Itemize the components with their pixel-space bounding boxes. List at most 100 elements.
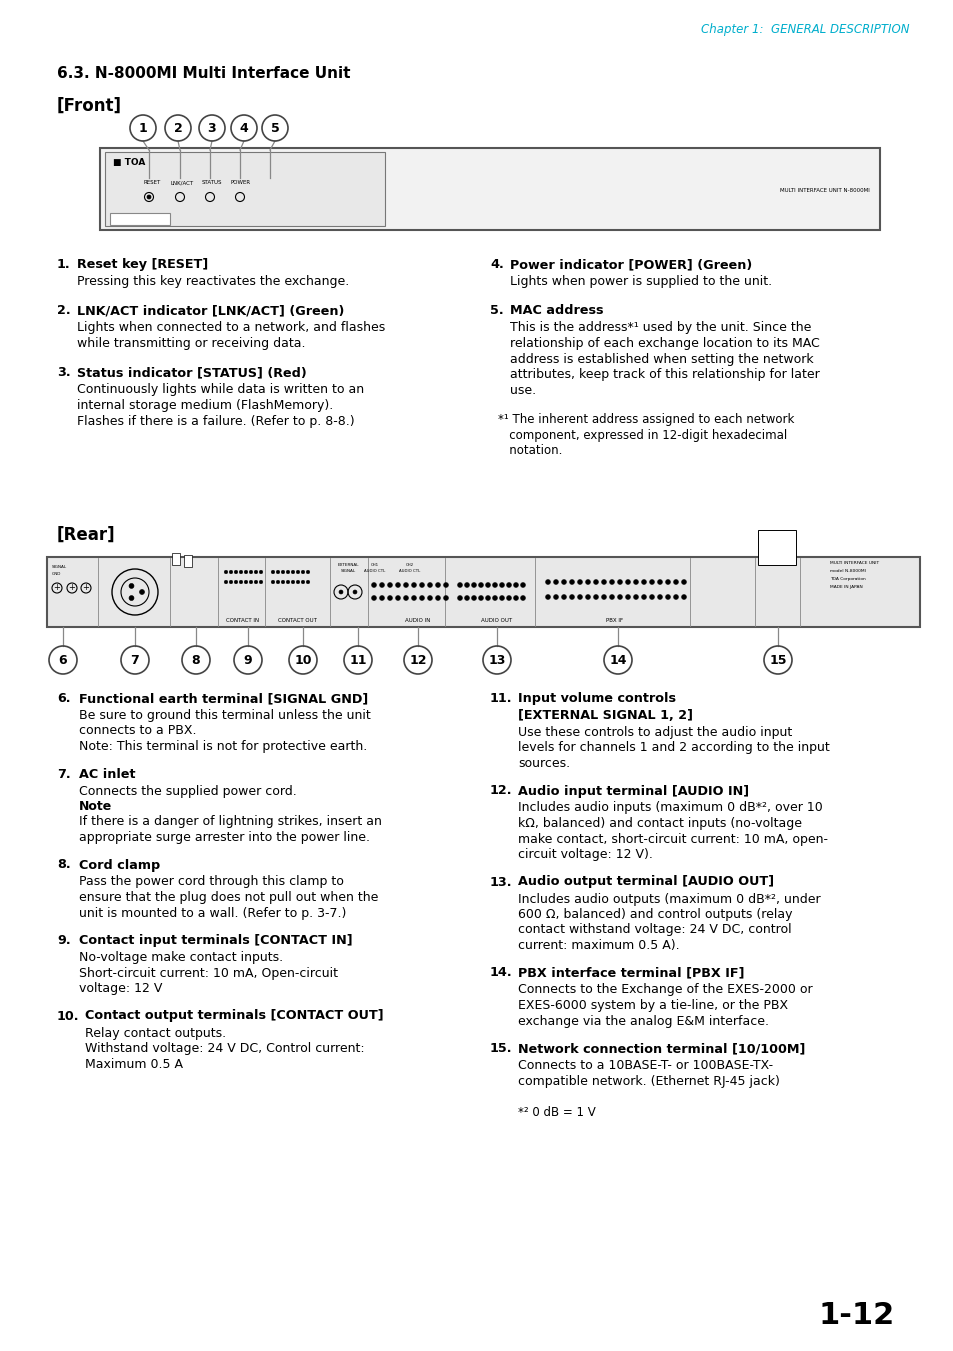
Text: Includes audio outputs (maximum 0 dB*², under: Includes audio outputs (maximum 0 dB*², …	[517, 893, 820, 905]
Text: Includes audio inputs (maximum 0 dB*², over 10: Includes audio inputs (maximum 0 dB*², o…	[517, 801, 821, 815]
Circle shape	[680, 594, 686, 600]
Text: POWER: POWER	[231, 181, 251, 185]
Circle shape	[680, 580, 686, 585]
Text: TOA Corporation: TOA Corporation	[829, 577, 864, 581]
Circle shape	[640, 594, 646, 600]
Circle shape	[443, 582, 448, 588]
Text: 5: 5	[271, 122, 279, 135]
Circle shape	[419, 582, 424, 588]
Text: use.: use.	[510, 384, 536, 396]
Circle shape	[457, 582, 462, 588]
Circle shape	[286, 570, 290, 574]
Text: 9: 9	[243, 654, 252, 666]
Circle shape	[276, 580, 279, 584]
Text: 5.: 5.	[490, 304, 503, 317]
Circle shape	[379, 582, 384, 588]
Circle shape	[411, 582, 416, 588]
FancyBboxPatch shape	[47, 557, 919, 627]
Text: Reset key [RESET]: Reset key [RESET]	[77, 258, 208, 272]
Text: 600 Ω, balanced) and control outputs (relay: 600 Ω, balanced) and control outputs (re…	[517, 908, 792, 921]
Circle shape	[301, 580, 304, 584]
Circle shape	[295, 580, 299, 584]
Text: [EXTERNAL SIGNAL 1, 2]: [EXTERNAL SIGNAL 1, 2]	[517, 709, 692, 721]
Text: Contact output terminals [CONTACT OUT]: Contact output terminals [CONTACT OUT]	[85, 1009, 383, 1023]
FancyBboxPatch shape	[184, 555, 192, 567]
Text: Pressing this key reactivates the exchange.: Pressing this key reactivates the exchan…	[77, 276, 349, 288]
Circle shape	[249, 570, 253, 574]
Text: 11.: 11.	[490, 692, 512, 705]
Circle shape	[593, 594, 598, 600]
Circle shape	[371, 582, 376, 588]
Circle shape	[657, 594, 661, 600]
Circle shape	[387, 582, 392, 588]
Text: attributes, keep track of this relationship for later: attributes, keep track of this relations…	[510, 367, 819, 381]
Text: relationship of each exchange location to its MAC: relationship of each exchange location t…	[510, 336, 819, 350]
Circle shape	[499, 596, 504, 600]
Text: Continuously lights while data is written to an: Continuously lights while data is writte…	[77, 384, 364, 396]
Text: Relay contact outputs.: Relay contact outputs.	[85, 1027, 226, 1039]
Text: [Rear]: [Rear]	[57, 526, 115, 544]
Text: LNK/ACT: LNK/ACT	[171, 181, 193, 185]
Circle shape	[478, 582, 483, 588]
Circle shape	[281, 580, 285, 584]
Circle shape	[291, 580, 294, 584]
Circle shape	[520, 582, 525, 588]
Circle shape	[633, 580, 638, 585]
Text: current: maximum 0.5 A).: current: maximum 0.5 A).	[517, 939, 679, 952]
Circle shape	[435, 596, 440, 600]
Text: levels for channels 1 and 2 according to the input: levels for channels 1 and 2 according to…	[517, 742, 829, 754]
Circle shape	[673, 594, 678, 600]
Text: Pass the power cord through this clamp to: Pass the power cord through this clamp t…	[79, 875, 343, 889]
Circle shape	[513, 582, 518, 588]
Text: 3.: 3.	[57, 366, 71, 380]
Text: MADE IN JAPAN: MADE IN JAPAN	[829, 585, 862, 589]
Circle shape	[545, 580, 550, 585]
Circle shape	[625, 580, 630, 585]
Text: ensure that the plug does not pull out when the: ensure that the plug does not pull out w…	[79, 892, 378, 904]
Text: CH1: CH1	[371, 563, 378, 567]
Text: exchange via the analog E&M interface.: exchange via the analog E&M interface.	[517, 1015, 768, 1028]
Circle shape	[239, 580, 243, 584]
Circle shape	[301, 570, 304, 574]
Text: while transmitting or receiving data.: while transmitting or receiving data.	[77, 336, 305, 350]
Circle shape	[229, 570, 233, 574]
Circle shape	[471, 596, 476, 600]
Circle shape	[569, 580, 574, 585]
Text: [Front]: [Front]	[57, 97, 122, 115]
Circle shape	[443, 596, 448, 600]
Text: If there is a danger of lightning strikes, insert an: If there is a danger of lightning strike…	[79, 816, 381, 828]
Text: AUDIO CTL: AUDIO CTL	[364, 569, 385, 573]
Circle shape	[617, 580, 622, 585]
Circle shape	[291, 570, 294, 574]
Text: 12.: 12.	[490, 785, 512, 797]
Circle shape	[281, 570, 285, 574]
Text: 1: 1	[138, 122, 147, 135]
Text: Cord clamp: Cord clamp	[79, 858, 160, 871]
Text: 6.3. N-8000MI Multi Interface Unit: 6.3. N-8000MI Multi Interface Unit	[57, 66, 350, 81]
Text: Note: This terminal is not for protective earth.: Note: This terminal is not for protectiv…	[79, 740, 367, 753]
Circle shape	[306, 570, 310, 574]
Text: 6.: 6.	[57, 692, 71, 705]
Text: 15: 15	[768, 654, 786, 666]
Text: +: +	[69, 584, 75, 593]
Text: CONTACT IN: CONTACT IN	[226, 619, 259, 624]
Circle shape	[353, 590, 356, 594]
Circle shape	[224, 580, 228, 584]
Circle shape	[379, 596, 384, 600]
Text: GND: GND	[52, 571, 61, 576]
Text: 6: 6	[59, 654, 68, 666]
Text: *² 0 dB = 1 V: *² 0 dB = 1 V	[517, 1106, 595, 1119]
Circle shape	[233, 570, 237, 574]
Text: 3: 3	[208, 122, 216, 135]
Circle shape	[244, 570, 248, 574]
Text: RESET: RESET	[143, 181, 160, 185]
Text: Chapter 1:  GENERAL DESCRIPTION: Chapter 1: GENERAL DESCRIPTION	[700, 23, 909, 36]
Text: 9.: 9.	[57, 934, 71, 947]
Circle shape	[585, 594, 590, 600]
Circle shape	[545, 594, 550, 600]
Text: Connects to the Exchange of the EXES-2000 or: Connects to the Exchange of the EXES-200…	[517, 984, 812, 997]
Circle shape	[233, 580, 237, 584]
FancyBboxPatch shape	[758, 530, 795, 565]
Circle shape	[464, 582, 469, 588]
Text: STATUS: STATUS	[201, 181, 222, 185]
